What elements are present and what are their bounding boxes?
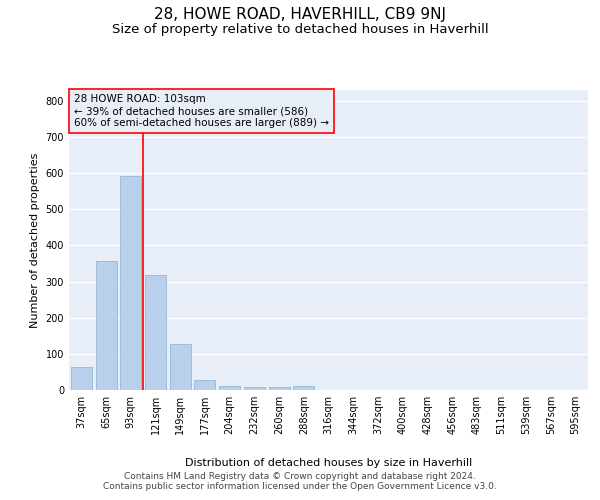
- Text: 28, HOWE ROAD, HAVERHILL, CB9 9NJ: 28, HOWE ROAD, HAVERHILL, CB9 9NJ: [154, 8, 446, 22]
- Bar: [194, 380, 215, 390]
- Text: Contains HM Land Registry data © Crown copyright and database right 2024.: Contains HM Land Registry data © Crown c…: [124, 472, 476, 481]
- Text: Size of property relative to detached houses in Haverhill: Size of property relative to detached ho…: [112, 22, 488, 36]
- Bar: [219, 386, 240, 390]
- Bar: [145, 275, 166, 390]
- Text: Contains public sector information licensed under the Open Government Licence v3: Contains public sector information licen…: [103, 482, 497, 491]
- Text: 28 HOWE ROAD: 103sqm
← 39% of detached houses are smaller (586)
60% of semi-deta: 28 HOWE ROAD: 103sqm ← 39% of detached h…: [74, 94, 329, 128]
- Bar: [244, 388, 265, 390]
- Bar: [71, 366, 92, 390]
- Bar: [170, 344, 191, 390]
- Bar: [95, 260, 116, 390]
- Bar: [120, 176, 141, 390]
- Bar: [293, 386, 314, 390]
- Text: Distribution of detached houses by size in Haverhill: Distribution of detached houses by size …: [185, 458, 472, 468]
- Bar: [269, 388, 290, 390]
- Y-axis label: Number of detached properties: Number of detached properties: [30, 152, 40, 328]
